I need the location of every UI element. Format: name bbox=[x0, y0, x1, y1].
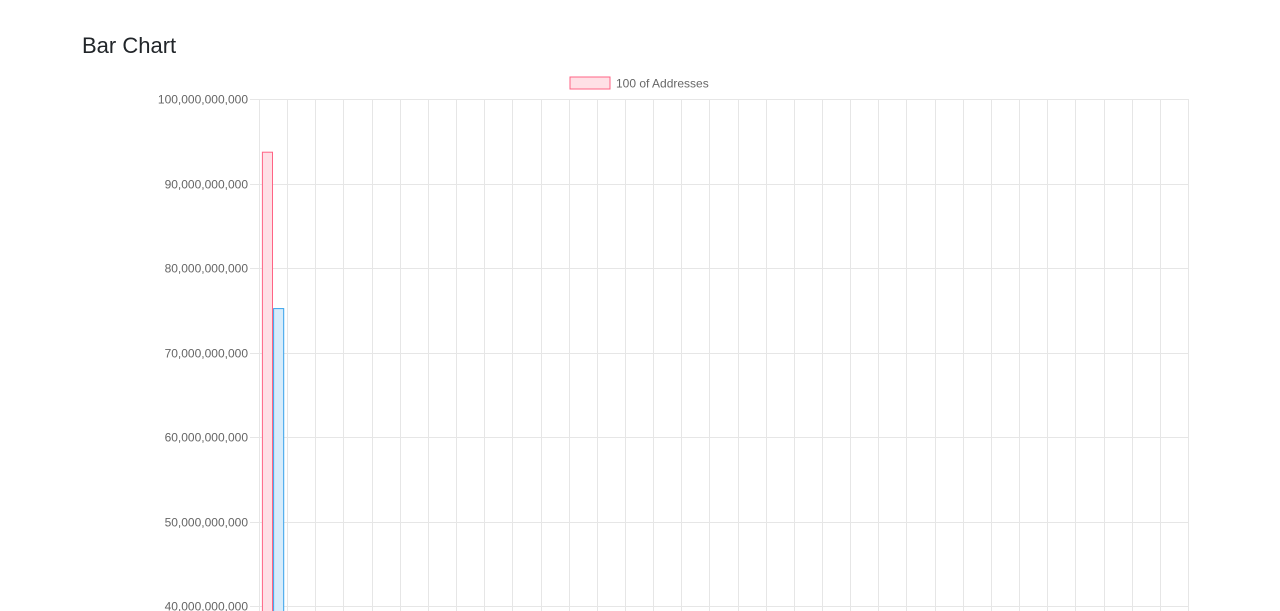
chart-bars bbox=[261, 151, 285, 611]
chart-legend[interactable]: 100 of Addresses bbox=[569, 76, 709, 91]
y-tick-label: 90,000,000,000 bbox=[165, 178, 249, 192]
chart-grid bbox=[250, 99, 1189, 611]
bar[interactable] bbox=[273, 308, 285, 611]
y-tick-label: 80,000,000,000 bbox=[165, 262, 249, 276]
legend-label[interactable]: 100 of Addresses bbox=[616, 77, 709, 91]
legend-swatch[interactable] bbox=[569, 76, 611, 90]
y-tick-label: 40,000,000,000 bbox=[165, 600, 249, 611]
y-tick-label: 70,000,000,000 bbox=[165, 347, 249, 361]
y-tick-label: 50,000,000,000 bbox=[165, 516, 249, 530]
y-tick-label: 60,000,000,000 bbox=[165, 431, 249, 445]
bar[interactable] bbox=[261, 151, 273, 611]
y-axis: 100,000,000,000 90,000,000,000 80,000,000,… bbox=[158, 93, 248, 611]
y-tick-label: 100,000,000,000 bbox=[158, 93, 248, 107]
page-title: Bar Chart bbox=[82, 33, 177, 58]
